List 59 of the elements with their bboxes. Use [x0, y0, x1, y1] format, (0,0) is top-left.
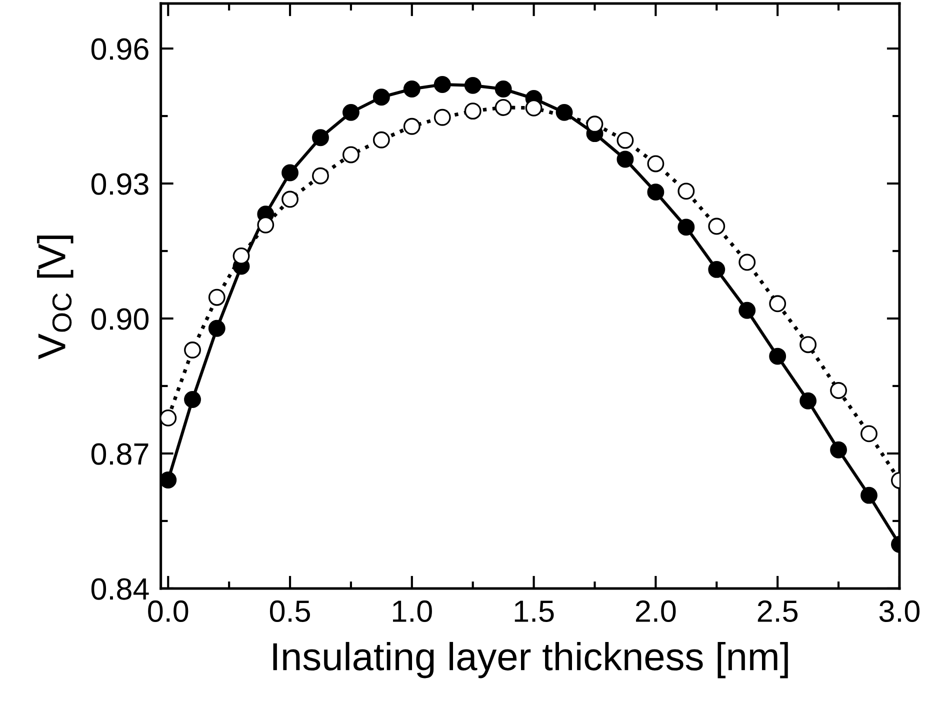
point	[464, 102, 482, 120]
point	[160, 472, 177, 489]
y-axis-title: V$_{OC}$ [V]	[37, 236, 74, 360]
point	[616, 132, 634, 149]
point	[403, 118, 420, 135]
y-tick-label: 0.87	[91, 443, 148, 465]
x-tick-label: 0.5	[270, 600, 310, 622]
point	[184, 391, 201, 408]
y-tick-label: 0.93	[91, 173, 148, 195]
point	[160, 409, 177, 426]
point	[494, 80, 512, 98]
point	[800, 336, 817, 354]
point	[312, 167, 329, 184]
point	[525, 99, 542, 116]
point	[282, 190, 298, 208]
point	[769, 348, 786, 365]
point	[282, 164, 298, 182]
point	[434, 108, 451, 126]
point	[800, 392, 817, 410]
x-tick-label: 1.0	[393, 600, 432, 622]
point	[403, 80, 420, 98]
x-tick-label: 1.5	[514, 600, 554, 622]
point	[738, 254, 756, 271]
point	[434, 76, 451, 94]
point	[372, 88, 390, 106]
point	[860, 486, 878, 504]
point	[312, 129, 329, 146]
x-tick-label: 3.0	[879, 600, 920, 622]
point	[708, 218, 726, 235]
point	[860, 425, 878, 442]
y-tick-label: 0.90	[91, 308, 149, 330]
point	[678, 182, 695, 200]
x-tick-label: 0.0	[148, 600, 188, 622]
x-tick-label: 2.0	[636, 600, 676, 622]
y-tick-label: 0.84	[91, 578, 149, 600]
point	[556, 104, 573, 121]
point	[830, 382, 847, 399]
point	[184, 342, 201, 358]
point	[738, 302, 756, 319]
point	[647, 155, 664, 172]
y-tick-label: 0.96	[91, 38, 148, 60]
point	[342, 146, 360, 164]
x-axis-title: Insulating layer thickness [nm]	[273, 642, 788, 678]
point	[257, 216, 274, 234]
point	[616, 150, 634, 168]
point	[342, 104, 360, 121]
point	[647, 184, 664, 201]
point	[208, 288, 226, 306]
x-tick-label: 2.5	[758, 600, 798, 622]
point	[830, 441, 847, 458]
point	[586, 116, 604, 133]
point	[464, 76, 482, 94]
point	[494, 99, 512, 116]
point	[232, 247, 250, 264]
point	[372, 131, 390, 148]
point	[208, 320, 226, 337]
point	[678, 218, 695, 236]
point	[708, 260, 726, 278]
point	[769, 295, 786, 312]
